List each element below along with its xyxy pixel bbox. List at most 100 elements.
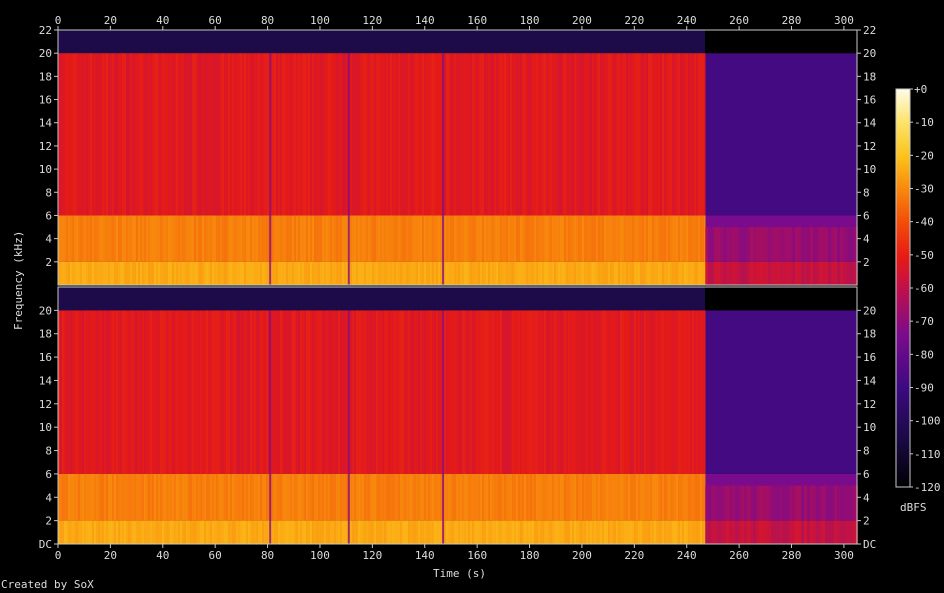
band-tail-3 bbox=[705, 30, 857, 54]
x-tick-label-bottom: 160 bbox=[467, 549, 487, 562]
x-tick-label-bottom: 260 bbox=[729, 549, 749, 562]
colorbar-tick-label: -50 bbox=[914, 249, 934, 262]
y-tick-label-left: 22 bbox=[39, 24, 52, 37]
x-tick-label-top: 200 bbox=[572, 14, 592, 27]
y-tick-label-right: 8 bbox=[863, 445, 870, 458]
x-tick-label-bottom: 60 bbox=[209, 549, 222, 562]
channel-2-texture bbox=[58, 310, 859, 544]
y-tick-label-left: 8 bbox=[45, 445, 52, 458]
y-tick-label-left: 6 bbox=[45, 468, 52, 481]
x-tick-label-top: 160 bbox=[467, 14, 487, 27]
y-tick-label-right: 12 bbox=[863, 398, 876, 411]
x-tick-label-top: 180 bbox=[520, 14, 540, 27]
y-axis-label: Frequency (kHz) bbox=[12, 230, 25, 330]
x-tick-label-top: 100 bbox=[310, 14, 330, 27]
channel-1-texture bbox=[58, 53, 859, 285]
y-tick-label-right: 8 bbox=[863, 186, 870, 199]
x-axis-label: Time (s) bbox=[433, 567, 486, 580]
y-tick-label-right: 12 bbox=[863, 140, 876, 153]
y-tick-label-left: 18 bbox=[39, 328, 52, 341]
channel-2-spectrogram bbox=[58, 287, 859, 544]
x-tick-label-top: 280 bbox=[782, 14, 802, 27]
x-tick-label-top: 300 bbox=[834, 14, 854, 27]
y-tick-label-right: 2 bbox=[863, 515, 870, 528]
y-tick-label-left: 12 bbox=[39, 140, 52, 153]
x-tick-label-top: 20 bbox=[104, 14, 117, 27]
x-tick-label-bottom: 240 bbox=[677, 549, 697, 562]
x-tick-label-top: 220 bbox=[624, 14, 644, 27]
y-tick-label-left: 10 bbox=[39, 163, 52, 176]
y-tick-label-right: 16 bbox=[863, 351, 876, 364]
channel-1-spectrogram bbox=[58, 30, 859, 285]
dropout-line-0 bbox=[269, 310, 272, 544]
y-tick-label-right: 10 bbox=[863, 163, 876, 176]
y-tick-label-left: 10 bbox=[39, 421, 52, 434]
x-tick-label-bottom: 200 bbox=[572, 549, 592, 562]
y-tick-label-left: 20 bbox=[39, 304, 52, 317]
colorbar-tick-label: -40 bbox=[914, 216, 934, 229]
x-tick-label-bottom: 120 bbox=[362, 549, 382, 562]
y-tick-label-right: 18 bbox=[863, 70, 876, 83]
x-tick-label-top: 0 bbox=[55, 14, 62, 27]
x-tick-label-bottom: 220 bbox=[624, 549, 644, 562]
y-tick-label-left: 14 bbox=[39, 374, 53, 387]
channel-1-frame bbox=[57, 29, 858, 286]
x-tick-label-top: 260 bbox=[729, 14, 749, 27]
y-tick-label-right: 22 bbox=[863, 24, 876, 37]
y-tick-label-left: 16 bbox=[39, 351, 52, 364]
y-tick-label-right: 20 bbox=[863, 304, 876, 317]
y-tick-label-left: 2 bbox=[45, 515, 52, 528]
colorbar-tick-label: -70 bbox=[914, 315, 934, 328]
x-tick-label-bottom: 280 bbox=[782, 549, 802, 562]
colorbar-tick-label: -60 bbox=[914, 282, 934, 295]
colorbar-tick-label: -20 bbox=[914, 149, 934, 162]
y-tick-label-right: 4 bbox=[863, 233, 870, 246]
x-tick-label-top: 240 bbox=[677, 14, 697, 27]
y-tick-label-left: DC bbox=[39, 538, 52, 551]
y-tick-label-right: 6 bbox=[863, 209, 870, 222]
colorbar-tick-label: -110 bbox=[914, 448, 941, 461]
band-tail-2 bbox=[705, 53, 857, 216]
colorbar-tick-label: -120 bbox=[914, 481, 941, 494]
y-tick-label-right: 14 bbox=[863, 374, 877, 387]
y-tick-label-right: 18 bbox=[863, 328, 876, 341]
y-tick-label-right: 10 bbox=[863, 421, 876, 434]
colorbar-tick-label: -90 bbox=[914, 382, 934, 395]
dropout-line-1 bbox=[347, 53, 350, 285]
x-tick-label-bottom: 300 bbox=[834, 549, 854, 562]
colorbar-label: dBFS bbox=[900, 501, 927, 514]
y-tick-label-right: 6 bbox=[863, 468, 870, 481]
band-music-3 bbox=[58, 287, 706, 311]
x-tick-label-bottom: 100 bbox=[310, 549, 330, 562]
footer-credit: Created by SoX bbox=[1, 578, 94, 591]
dropout-line-0 bbox=[269, 53, 272, 285]
x-tick-label-bottom: 0 bbox=[55, 549, 62, 562]
y-tick-label-left: 8 bbox=[45, 186, 52, 199]
x-tick-label-top: 140 bbox=[415, 14, 435, 27]
y-tick-label-left: 6 bbox=[45, 209, 52, 222]
x-tick-label-bottom: 140 bbox=[415, 549, 435, 562]
dropout-line-2 bbox=[442, 310, 445, 544]
y-tick-label-right: 2 bbox=[863, 256, 870, 269]
colorbar-scale bbox=[895, 88, 911, 488]
y-tick-label-left: 14 bbox=[39, 117, 53, 130]
x-tick-label-bottom: 180 bbox=[520, 549, 540, 562]
band-music-3 bbox=[58, 30, 706, 54]
colorbar-tick-label: -80 bbox=[914, 348, 934, 361]
x-tick-label-bottom: 20 bbox=[104, 549, 117, 562]
y-tick-label-left: 20 bbox=[39, 47, 52, 60]
y-tick-label-right: DC bbox=[863, 538, 876, 551]
y-tick-label-left: 2 bbox=[45, 256, 52, 269]
y-tick-label-left: 18 bbox=[39, 70, 52, 83]
channel-2-frame bbox=[57, 286, 858, 545]
x-tick-label-top: 120 bbox=[362, 14, 382, 27]
y-tick-label-left: 16 bbox=[39, 94, 52, 107]
y-tick-label-left: 4 bbox=[45, 233, 52, 246]
colorbar-tick-label: -30 bbox=[914, 183, 934, 196]
x-tick-label-bottom: 40 bbox=[156, 549, 169, 562]
x-tick-label-top: 80 bbox=[261, 14, 274, 27]
dropout-line-2 bbox=[442, 53, 445, 285]
y-tick-label-right: 4 bbox=[863, 491, 870, 504]
y-tick-label-right: 20 bbox=[863, 47, 876, 60]
